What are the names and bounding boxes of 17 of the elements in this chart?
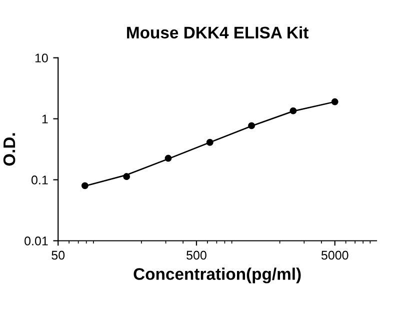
y-tick-label: 0.01 bbox=[24, 236, 48, 246]
chart-title: Mouse DKK4 ELISA Kit bbox=[127, 26, 308, 38]
point bbox=[164, 154, 172, 162]
point bbox=[123, 173, 130, 180]
y-tick-label: 1 bbox=[42, 114, 48, 124]
x-axis-title: Concentration(pg/ml) bbox=[134, 268, 301, 284]
x-tick-label: 5000 bbox=[321, 250, 348, 260]
point bbox=[331, 98, 338, 106]
y-tick-label: 10 bbox=[35, 54, 48, 62]
y-axis-title: O.D. bbox=[3, 133, 16, 166]
y-tick-label: 0.1 bbox=[32, 176, 48, 184]
point bbox=[248, 122, 256, 130]
x-tick-label: 500 bbox=[186, 250, 206, 260]
point bbox=[206, 138, 214, 146]
point bbox=[290, 107, 297, 114]
x-tick-label: 50 bbox=[52, 250, 65, 260]
point bbox=[81, 182, 88, 190]
